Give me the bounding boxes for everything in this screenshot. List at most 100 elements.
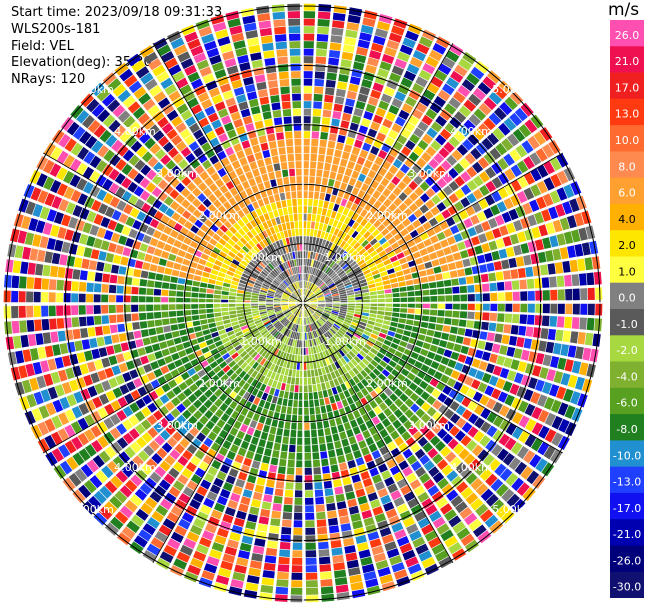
- gate-cell: [282, 319, 288, 325]
- gate-cell: [218, 446, 229, 457]
- gate-cell: [161, 289, 169, 296]
- gate-cell: [243, 22, 257, 32]
- gate-cell: [291, 580, 303, 588]
- gate-cell: [448, 334, 457, 342]
- gate-cell: [450, 244, 459, 253]
- gate-cell: [245, 242, 253, 250]
- gate-cell: [51, 252, 61, 265]
- gate-cell: [285, 482, 294, 490]
- gate-cell: [470, 147, 482, 160]
- gate-cell: [310, 324, 314, 331]
- gate-cell: [352, 367, 360, 375]
- gate-cell: [209, 394, 218, 403]
- gate-cell: [414, 510, 427, 522]
- gate-cell: [330, 464, 339, 473]
- gate-cell: [281, 318, 288, 324]
- gate-cell: [367, 363, 375, 371]
- gate-cell: [48, 305, 56, 317]
- gate-cell: [273, 495, 283, 504]
- gate-cell: [360, 556, 373, 566]
- gate-cell: [156, 71, 170, 83]
- gate-cell: [109, 495, 123, 509]
- gate-cell: [268, 312, 275, 317]
- gate-cell: [345, 98, 356, 107]
- gate-cell: [225, 146, 235, 156]
- gate-cell: [412, 251, 421, 259]
- gate-cell: [169, 177, 180, 188]
- gate-cell: [470, 498, 484, 511]
- gate-cell: [191, 304, 199, 309]
- gate-cell: [318, 318, 324, 325]
- gate-cell: [132, 277, 140, 286]
- gate-cell: [572, 303, 580, 315]
- gate-cell: [311, 339, 315, 347]
- gate-cell: [279, 316, 286, 322]
- gate-cell: [271, 419, 279, 428]
- gate-cell: [365, 578, 379, 588]
- gate-cell: [383, 407, 393, 417]
- gate-cell: [251, 379, 258, 387]
- gate-cell: [63, 305, 71, 316]
- gate-cell: [272, 281, 279, 287]
- gate-cell: [254, 74, 266, 83]
- gate-cell: [193, 52, 207, 64]
- gate-cell: [219, 402, 229, 412]
- gate-cell: [108, 377, 118, 389]
- gate-cell: [363, 571, 377, 581]
- gate-cell: [493, 86, 508, 100]
- gate-cell: [225, 255, 234, 262]
- gate-cell: [510, 269, 519, 279]
- gate-cell: [370, 359, 379, 368]
- gate-cell: [328, 525, 340, 534]
- gate-cell: [329, 532, 341, 541]
- gate-cell: [177, 323, 186, 330]
- gate-cell: [22, 349, 32, 363]
- gate-cell: [323, 232, 329, 240]
- gate-cell: [436, 249, 445, 258]
- gate-cell: [213, 299, 221, 303]
- gate-cell: [376, 364, 385, 372]
- gate-cell: [246, 410, 255, 419]
- gate-cell: [435, 165, 447, 177]
- gate-cell: [328, 270, 335, 277]
- gate-cell: [250, 219, 258, 228]
- gate-cell: [288, 18, 301, 26]
- gate-cell: [300, 281, 303, 289]
- gate-cell: [89, 170, 101, 183]
- gate-cell: [371, 163, 380, 173]
- gate-cell: [336, 501, 347, 510]
- gate-cell: [56, 292, 64, 303]
- gate-cell: [207, 283, 215, 289]
- gate-cell: [198, 309, 206, 314]
- gate-cell: [210, 269, 219, 276]
- gate-cell: [283, 309, 290, 313]
- gate-cell: [248, 98, 259, 108]
- gate-cell: [512, 314, 520, 324]
- gate-cell: [326, 373, 333, 381]
- gate-cell: [187, 97, 199, 109]
- gate-cell: [317, 280, 323, 287]
- gate-cell: [290, 294, 297, 299]
- gate-cell: [393, 141, 404, 151]
- gate-cell: [81, 339, 91, 350]
- gate-cell: [65, 367, 75, 380]
- gate-cell: [288, 444, 296, 453]
- gate-cell: [239, 279, 247, 285]
- gate-cell: [248, 178, 257, 187]
- gate-cell: [493, 415, 504, 428]
- gate-cell: [324, 240, 330, 248]
- gate-cell: [231, 321, 239, 326]
- gate-cell: [257, 13, 271, 22]
- gate-cell: [333, 103, 343, 112]
- gate-cell: [331, 27, 344, 36]
- gate-cell: [94, 359, 104, 370]
- gate-cell: [247, 474, 257, 484]
- gate-cell: [329, 42, 342, 51]
- azimuth-spoke: [302, 42, 454, 304]
- gate-cell: [494, 214, 505, 226]
- gate-cell: [262, 221, 269, 230]
- gate-cell: [340, 357, 347, 365]
- gate-cell: [363, 269, 371, 275]
- gate-cell: [394, 454, 405, 464]
- gate-cell: [560, 344, 570, 357]
